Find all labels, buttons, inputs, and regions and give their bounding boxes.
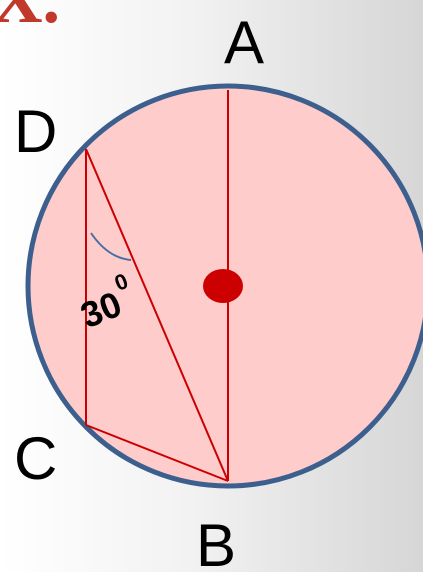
label-a: A [224, 9, 264, 76]
label-d: D [14, 98, 57, 165]
heading-fragment: X. [0, 0, 60, 38]
label-c: C [14, 425, 57, 492]
center-point [203, 269, 243, 303]
label-b: B [196, 512, 236, 572]
segment-cb [85, 424, 229, 482]
angle-arc [90, 232, 132, 261]
segment-db [85, 148, 229, 482]
